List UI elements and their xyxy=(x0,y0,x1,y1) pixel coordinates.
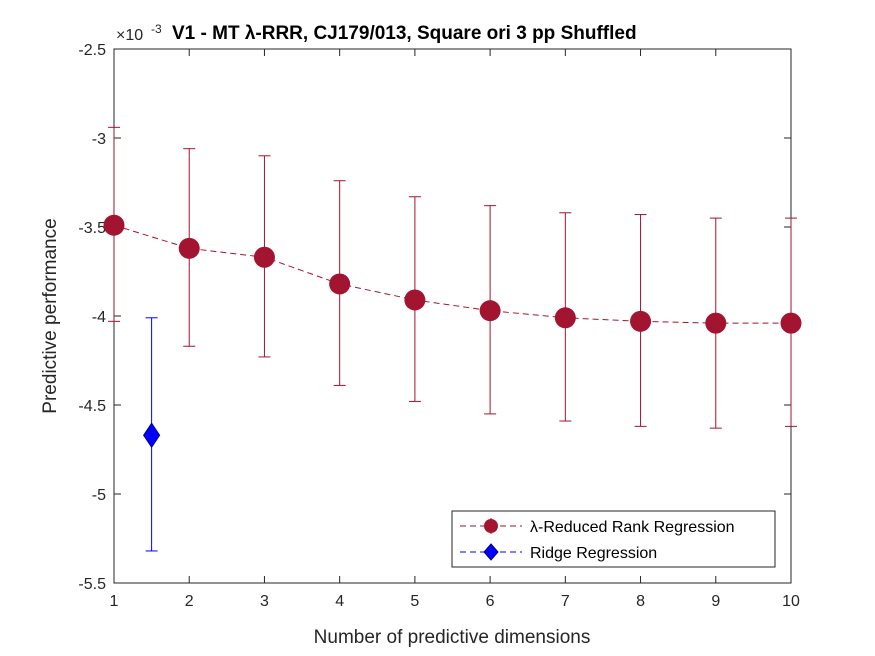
data-point xyxy=(404,289,426,311)
chart-title: V1 - MT λ-RRR, CJ179/013, Square ori 3 p… xyxy=(172,23,637,44)
legend-label-ridge: Ridge Regression xyxy=(530,545,657,562)
data-point xyxy=(554,307,576,329)
data-point xyxy=(705,312,727,334)
x-tick-label: 4 xyxy=(335,593,344,610)
x-tick-label: 2 xyxy=(185,593,194,610)
x-axis-label: Number of predictive dimensions xyxy=(314,627,591,648)
x-tick-label: 9 xyxy=(711,593,720,610)
x-tick-label: 8 xyxy=(636,593,645,610)
series-layer xyxy=(103,126,802,552)
x-tick-label: 3 xyxy=(260,593,269,610)
data-point xyxy=(103,214,125,236)
data-point xyxy=(178,237,200,259)
legend-marker-ridge xyxy=(483,543,499,561)
y-tick-label: -5 xyxy=(92,487,106,504)
series-ridge xyxy=(143,317,161,552)
data-point xyxy=(630,310,652,332)
data-point xyxy=(329,273,351,295)
y-tick-label: -2.5 xyxy=(78,42,106,59)
y-tick-label: -4.5 xyxy=(78,398,106,415)
axes-frame xyxy=(113,48,792,584)
data-point xyxy=(479,300,501,322)
x-tick-label: 5 xyxy=(410,593,419,610)
x-tick-label: 1 xyxy=(110,593,119,610)
legend-entry-rrr: λ-Reduced Rank Regression xyxy=(460,518,735,536)
data-point xyxy=(253,246,275,268)
data-point xyxy=(780,312,802,334)
x-tick-label: 7 xyxy=(561,593,570,610)
legend: λ-Reduced Rank Regression Ridge Regressi… xyxy=(451,510,776,568)
legend-box xyxy=(451,510,776,568)
data-point xyxy=(143,422,161,449)
x-tick-label: 10 xyxy=(782,593,800,610)
legend-entry-ridge: Ridge Regression xyxy=(460,543,657,562)
y-tick-label: -4 xyxy=(92,309,106,326)
y-tick-label: -3.5 xyxy=(78,220,106,237)
y-exponent-prefix: ×10 xyxy=(116,27,143,44)
y-tick-label: -5.5 xyxy=(78,576,106,593)
y-axis-label: Predictive performance xyxy=(40,218,61,413)
y-exponent-power: -3 xyxy=(151,22,162,36)
x-axis-ticks: 1 2 3 4 5 6 7 8 9 10 xyxy=(110,49,800,610)
legend-label-rrr: λ-Reduced Rank Regression xyxy=(530,519,735,536)
series-line xyxy=(113,224,791,324)
plot-area xyxy=(113,48,792,584)
series-rrr xyxy=(103,126,802,429)
y-tick-label: -3 xyxy=(92,131,106,148)
legend-marker-rrr xyxy=(484,519,498,533)
x-tick-label: 6 xyxy=(486,593,495,610)
